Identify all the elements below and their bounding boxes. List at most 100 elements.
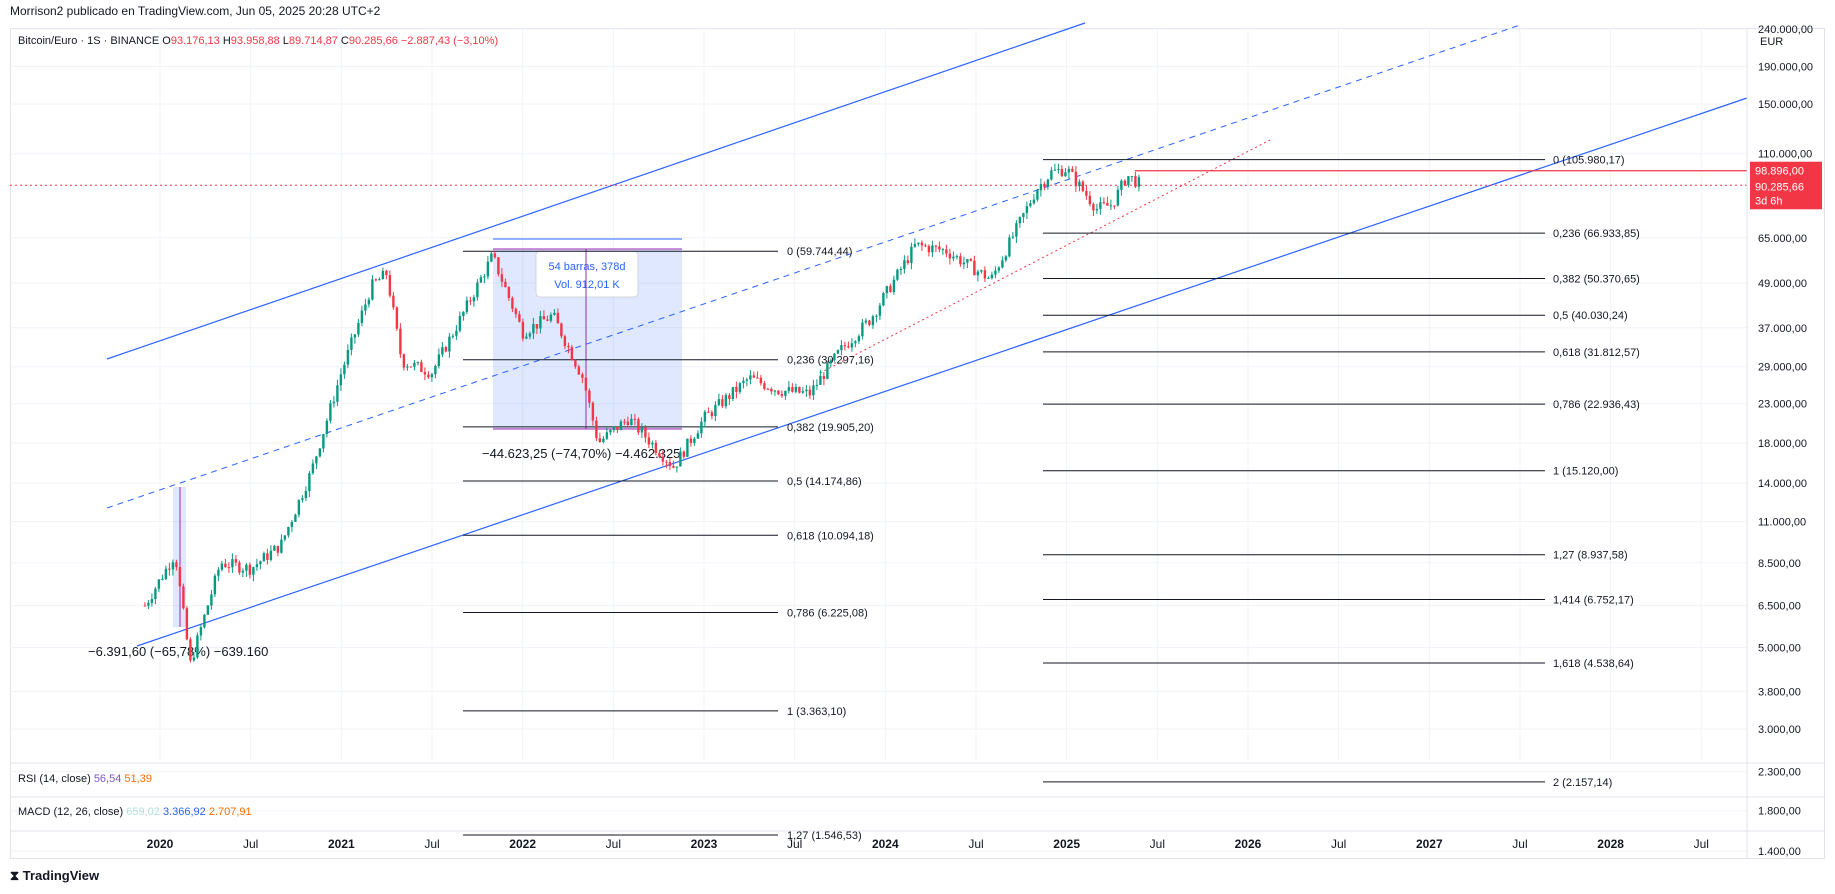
countdown-badge-text: 3d 6h (1755, 195, 1783, 207)
fib-left-level-label: 0,618 (10.094,18) (787, 530, 874, 542)
candle-body (329, 403, 332, 421)
logo-text: TradingView (22, 868, 100, 883)
candle-body (654, 442, 658, 453)
candle-body (413, 362, 416, 367)
close-label: C (340, 35, 349, 47)
time-tick-label: Jul (787, 837, 802, 851)
candle-body (616, 426, 619, 431)
candle-body (763, 383, 766, 389)
candle-body (927, 246, 931, 253)
fib-right-level-label: 1,618 (4.538,64) (1553, 658, 1634, 670)
symbol-title[interactable]: Bitcoin/Euro · 1S · BINANCE (18, 35, 160, 47)
candle-body (1137, 177, 1141, 187)
candle-body (231, 559, 234, 568)
candle-body (994, 270, 997, 275)
candle-body (479, 277, 483, 283)
candle-body (983, 270, 987, 279)
candle-body (987, 278, 990, 280)
fib-levels: 0 (59.744,44)0,236 (30.297,16)0,382 (19.… (463, 155, 1640, 842)
candle-body (1130, 176, 1134, 178)
candle-body (850, 343, 854, 348)
candle-body (283, 535, 287, 540)
macd-legend[interactable]: MACD (12, 26, close) 659,02 3.366,92 2.7… (18, 806, 252, 818)
price-tick-label: 14.000,00 (1758, 478, 1807, 490)
candle-body (1025, 206, 1029, 214)
candle-body (483, 276, 486, 278)
candle-body (409, 366, 413, 368)
upper-channel-line (106, 22, 1086, 360)
time-tick-label: 2025 (1053, 837, 1080, 851)
candle-body (759, 377, 763, 384)
price-tick-label: 6.500,00 (1758, 601, 1801, 613)
candle-body (731, 387, 735, 399)
candle-body (381, 270, 385, 280)
price-tick-label: 65.000,00 (1758, 233, 1807, 245)
candle-body (812, 385, 815, 396)
candle-body (458, 316, 462, 331)
candle-body (836, 350, 840, 354)
price-tick-label: 3.800,00 (1758, 686, 1801, 698)
high-label: H (222, 35, 231, 47)
candle-body (308, 473, 311, 492)
candle-body (1113, 205, 1116, 207)
candle-body (252, 567, 255, 575)
candle-body (1057, 169, 1060, 171)
candles (143, 163, 1141, 663)
candle-body (357, 322, 360, 335)
candle-body (577, 366, 581, 375)
candle-body (1001, 260, 1004, 268)
candle-body (378, 279, 381, 281)
candle-body (1050, 170, 1053, 180)
time-tick-label: 2022 (509, 837, 536, 851)
candle-body (910, 246, 913, 264)
price-tick-label: 18.000,00 (1758, 438, 1807, 450)
candle-body (1053, 169, 1057, 171)
time-tick-label: 2021 (328, 837, 355, 851)
candle-body (276, 545, 280, 553)
price-tick-label: 190.000,00 (1758, 61, 1813, 73)
candle-body (885, 286, 889, 294)
candle-body (353, 334, 357, 338)
candle-body (668, 462, 672, 466)
candle-body (591, 402, 595, 421)
middle-channel-line (106, 24, 1521, 509)
rsi-legend[interactable]: RSI (14, close) 56,54 51,39 (18, 773, 152, 785)
candle-body (434, 366, 437, 375)
candle-body (178, 567, 182, 587)
candle-body (203, 614, 206, 628)
tradingview-logo[interactable]: ⧗ TradingView (10, 868, 99, 884)
candle-body (696, 433, 700, 439)
candle-body (1018, 217, 1022, 224)
high-price-badge-text: 98.896,00 (1755, 166, 1804, 178)
fib-left-level-label: 1 (3.363,10) (787, 706, 846, 718)
candle-body (700, 421, 703, 434)
candle-body (511, 297, 514, 309)
candle-body (399, 328, 402, 355)
candle-body (868, 320, 871, 326)
price-tick-label: 3.000,00 (1758, 724, 1801, 736)
candle-body (584, 377, 588, 391)
candle-body (637, 419, 640, 433)
candle-body (840, 345, 843, 351)
candle-body (854, 341, 857, 344)
candle-body (325, 420, 329, 435)
candle-body (528, 333, 532, 337)
candle-body (878, 305, 882, 316)
candle-body (682, 451, 686, 457)
candle-body (318, 448, 322, 457)
candle-body (581, 374, 584, 378)
candle-body (609, 430, 612, 433)
low-label: L (282, 35, 289, 47)
candle-body (1015, 223, 1018, 237)
candle-body (773, 390, 777, 392)
time-tick-label: 2028 (1597, 837, 1624, 851)
candle-body (630, 418, 633, 426)
candle-body (707, 411, 710, 413)
fib-right-level-label: 0,5 (40.030,24) (1553, 310, 1628, 322)
high-value: 93.958,88 (230, 35, 280, 47)
candle-body (728, 395, 731, 399)
candle-body (570, 347, 574, 361)
candle-body (1078, 181, 1081, 187)
candle-body (157, 579, 161, 589)
